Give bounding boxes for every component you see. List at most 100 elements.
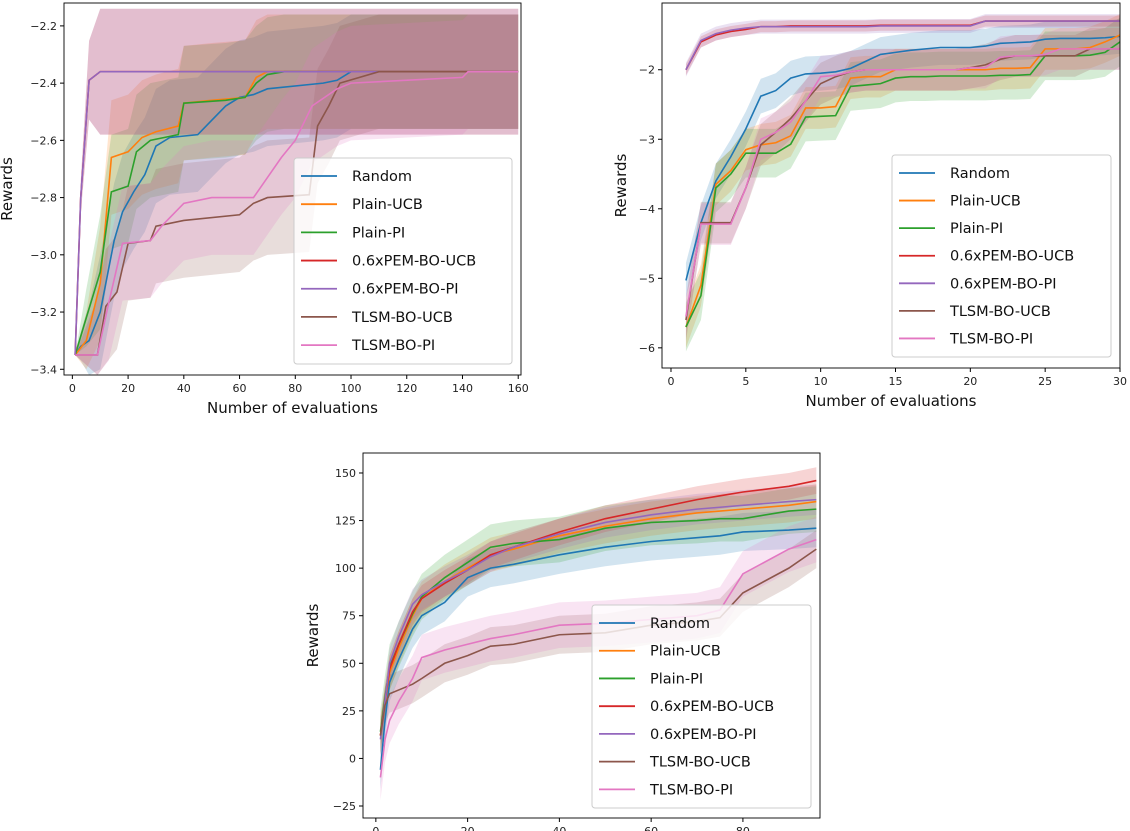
legend-label: TLSM-BO-UCB (949, 304, 1051, 320)
y-tick-label: −3.4 (30, 363, 57, 376)
y-tick-label: 0 (349, 752, 356, 765)
x-tick-label: 140 (452, 382, 473, 395)
band-random (685, 18, 1120, 298)
band-random (75, 14, 519, 375)
x-tick-label: 60 (644, 825, 658, 831)
line-plain-pi (74, 70, 519, 356)
x-axis-label: Number of evaluations (806, 392, 977, 410)
band-0-6xpem-bo-ucb (685, 15, 1120, 76)
legend-label: Random (950, 166, 1010, 182)
y-tick-label: 125 (335, 515, 356, 528)
line-random (379, 527, 817, 770)
x-tick-label: 0 (372, 825, 379, 831)
x-tick-label: 100 (341, 382, 362, 395)
legend-label: Plain-PI (950, 221, 1003, 237)
x-axis-label: Number of evaluations (207, 399, 378, 417)
x-tick-label: 30 (1113, 375, 1127, 388)
plot-area (74, 8, 519, 375)
line-random (74, 70, 519, 356)
band-0-6xpem-bo-pi (380, 484, 817, 755)
band-plain-ucb (685, 14, 1120, 348)
axes-frame (661, 2, 1121, 369)
line-0-6xpem-bo-ucb (379, 479, 817, 736)
y-tick-label: −3.2 (30, 306, 57, 319)
x-tick-label: 0 (667, 375, 674, 388)
x-tick-label: 40 (552, 825, 566, 831)
y-tick-label: 100 (335, 562, 356, 575)
band-plain-pi (685, 17, 1120, 352)
legend-label: 0.6xPEM-BO-UCB (650, 699, 774, 715)
legend-label: 0.6xPEM-BO-UCB (950, 249, 1074, 265)
y-axis-label: Rewards (612, 153, 630, 217)
legend-label: Plain-UCB (650, 644, 721, 660)
legend-label: Plain-UCB (352, 197, 423, 213)
line-0-6xpem-bo-pi (685, 20, 1120, 71)
band-tlsm-bo-pi (75, 14, 519, 375)
legend-label: TLSM-BO-PI (649, 782, 733, 798)
legend: Random Plain-UCB Plain-PI 0.6xPEM-BO-UCB 0.6… (293, 157, 513, 365)
y-tick-label: 150 (335, 467, 356, 480)
y-tick-label: −2.4 (30, 77, 57, 90)
line-tlsm-bo-pi (379, 538, 817, 778)
band-0-6xpem-bo-pi (685, 14, 1120, 77)
plot-area (685, 14, 1120, 352)
band-random (380, 509, 817, 789)
y-tick-label: −6 (639, 342, 655, 355)
legend-box (891, 154, 1112, 358)
band-tlsm-bo-pi (380, 516, 817, 801)
x-tick-label: 0 (69, 382, 76, 395)
legend-label: TLSM-BO-PI (949, 331, 1033, 347)
y-tick-label: −25 (333, 800, 356, 813)
legend-label: Plain-UCB (950, 194, 1021, 210)
y-tick-label: −2 (639, 64, 655, 77)
axes-frame (63, 2, 522, 376)
legend-label: 0.6xPEM-BO-UCB (352, 254, 476, 270)
legend: Random Plain-UCB Plain-PI 0.6xPEM-BO-UCB 0.6… (891, 154, 1112, 358)
x-tick-label: 80 (736, 825, 750, 831)
band-plain-ucb (380, 484, 817, 753)
band-0-6xpem-bo-ucb (75, 8, 519, 355)
band-plain-pi (380, 486, 817, 755)
legend-label: Random (650, 616, 710, 632)
line-0-6xpem-bo-pi (379, 498, 817, 740)
y-tick-label: 75 (342, 610, 356, 623)
line-random (685, 35, 1120, 281)
x-tick-label: 40 (177, 382, 191, 395)
x-tick-label: 20 (461, 825, 475, 831)
line-tlsm-bo-pi (75, 70, 519, 356)
legend-label: 0.6xPEM-BO-PI (950, 276, 1057, 292)
legend-label: 0.6xPEM-BO-PI (650, 727, 757, 743)
band-plain-pi (75, 14, 519, 355)
y-tick-label: −2.8 (30, 192, 57, 205)
y-tick-label: −2.6 (30, 134, 57, 147)
y-tick-label: 50 (342, 657, 356, 670)
y-axis-label: Rewards (304, 603, 322, 667)
legend-label: TLSM-BO-UCB (351, 310, 453, 326)
x-tick-label: 60 (233, 382, 247, 395)
band-tlsm-bo-pi (685, 28, 1120, 338)
subplot-2: 0 5 10 15 20 25 30 −6 −5 −4 −3 −2 Number of evaluati… (612, 2, 1127, 410)
subplot-1: 0 20 40 60 80 100 120 140 160 −3.4 −3.2 −3.0 −2.8 −2.… (0, 2, 529, 417)
y-tick-label: −5 (639, 272, 655, 285)
line-tlsm-bo-pi (685, 48, 1120, 317)
x-tick-label: 15 (888, 375, 902, 388)
line-0-6xpem-bo-pi (74, 70, 519, 355)
y-tick-label: −4 (639, 203, 655, 216)
y-tick-label: −3 (639, 133, 655, 146)
legend: Random Plain-UCB Plain-PI 0.6xPEM-BO-UCB 0.6… (591, 604, 812, 809)
band-0-6xpem-bo-pi (75, 8, 519, 355)
legend-label: 0.6xPEM-BO-PI (352, 282, 459, 298)
y-tick-label: 25 (342, 705, 356, 718)
x-tick-label: 5 (742, 375, 749, 388)
legend-label: Random (352, 169, 412, 185)
axes-frame (362, 452, 821, 819)
x-tick-label: 25 (1038, 375, 1052, 388)
line-tlsm-bo-ucb (75, 70, 519, 356)
x-tick-label: 10 (814, 375, 828, 388)
x-tick-label: 160 (508, 382, 529, 395)
x-tick-label: 20 (121, 382, 135, 395)
x-tick-label: 20 (963, 375, 977, 388)
legend-label: TLSM-BO-PI (351, 338, 435, 354)
legend-label: Plain-PI (650, 671, 703, 687)
